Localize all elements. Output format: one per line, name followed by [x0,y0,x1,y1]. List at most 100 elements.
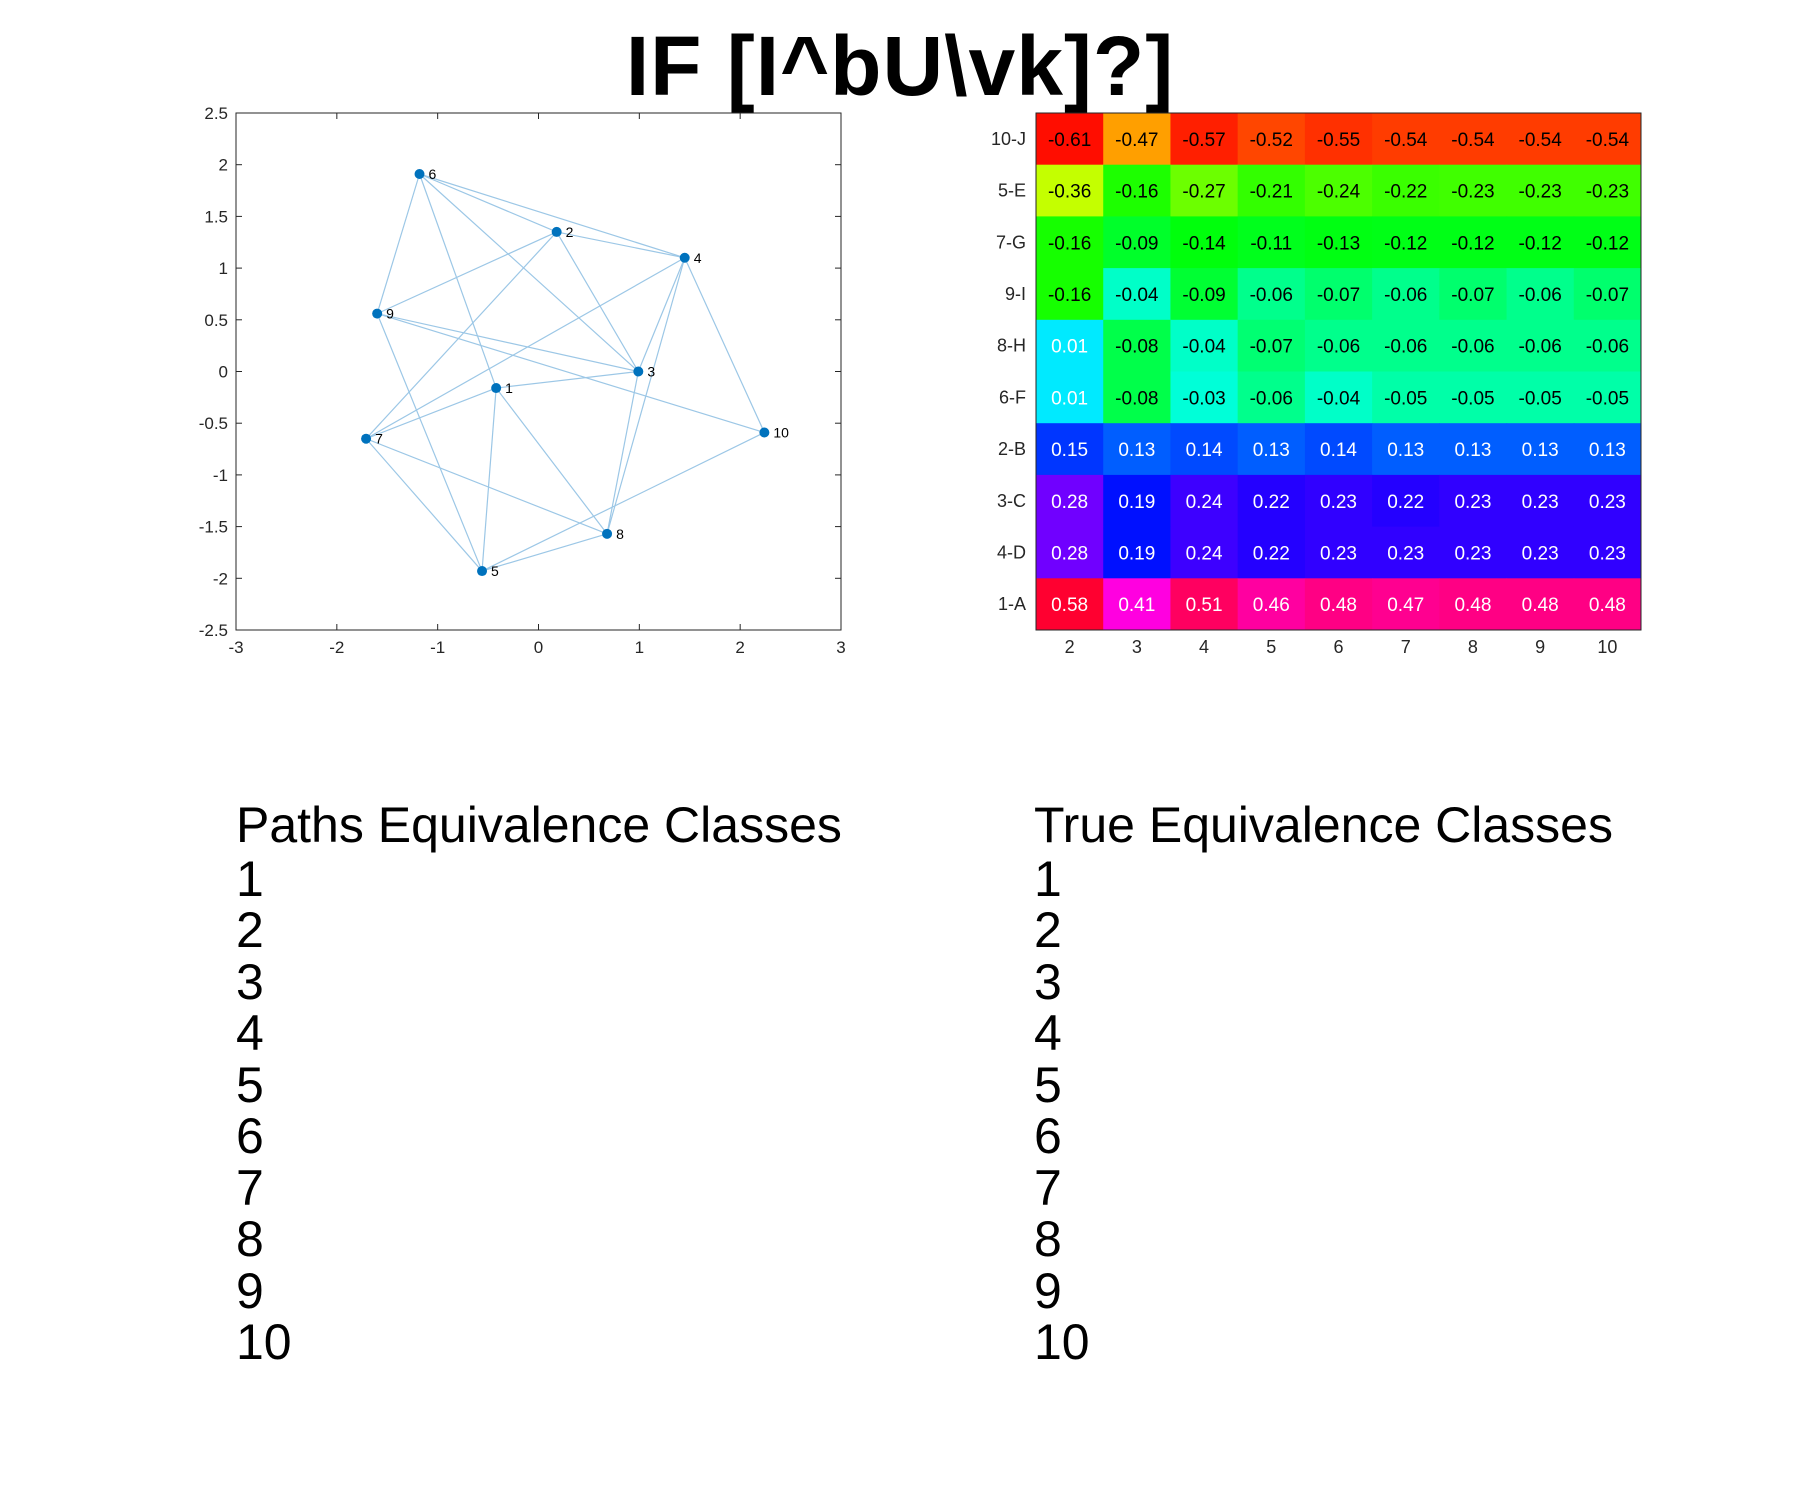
list-item: 6 [1034,1108,1062,1164]
heatmap-value-label: -0.07 [1586,285,1629,306]
heatmap-cell [1103,423,1171,476]
heatmap-cell [1036,474,1104,528]
y-tick-label: 0 [219,363,228,382]
heatmap-cell [1170,164,1239,217]
page-title: IF [I^bU\vk]?] [625,19,1175,113]
heatmap-value-label: -0.06 [1451,337,1494,358]
heatmap-value-label: 0.15 [1051,440,1088,461]
heatmap-cell [1036,164,1104,217]
heatmap-cell [1170,423,1239,476]
graph-node-label: 2 [566,224,574,240]
list-item: 6 [236,1108,264,1164]
graph-edge [684,257,765,433]
graph-edge [365,387,497,440]
graph-node [491,383,502,394]
heatmap-cell [1439,216,1508,269]
heatmap-cell [1439,423,1508,476]
x-tick-label: 2 [735,638,744,657]
heatmap-row-label: 1-A [998,594,1026,614]
heatmap-col-label: 10 [1597,637,1617,657]
heatmap-value-label: 0.46 [1253,595,1290,616]
paths-heading: Paths Equivalence Classes [236,797,842,853]
heatmap-cell [1372,423,1440,476]
x-tick-label: 0 [534,638,543,657]
heatmap-row-label: 2-B [998,439,1026,459]
x-tick-label: 3 [836,638,845,657]
heatmap-value-label: -0.06 [1519,337,1562,358]
graph-edge [365,257,686,440]
heatmap-cell [1103,526,1171,579]
heatmap-col-label: 6 [1333,637,1343,657]
heatmap-row-label: 4-D [997,542,1026,562]
heatmap-value-label: -0.54 [1519,130,1563,151]
graph-node-label: 10 [773,425,789,441]
heatmap-cell [1170,113,1239,166]
heatmap-value-label: -0.12 [1384,233,1427,254]
heatmap-value-label: 0.22 [1253,543,1290,564]
graph-edge [419,173,557,233]
heatmap-value-label: 0.13 [1253,440,1290,461]
heatmap-row-label: 8-H [997,336,1026,356]
heatmap-value-label: -0.14 [1182,233,1226,254]
heatmap-value-label: -0.03 [1182,388,1225,409]
heatmap-value-label: -0.06 [1586,337,1629,358]
heatmap-value-label: -0.06 [1519,285,1562,306]
heatmap-value-label: -0.55 [1317,130,1360,151]
heatmap-cell [1439,526,1508,579]
graph-node [372,308,383,319]
heatmap-cell [1372,216,1440,269]
heatmap-value-label: 0.22 [1387,492,1424,513]
heatmap-cell [1506,526,1575,579]
graph-node-label: 7 [375,431,383,447]
heatmap-value-label: -0.07 [1250,337,1293,358]
heatmap-cell [1036,319,1104,372]
graph-node [759,427,770,438]
heatmap-cell [1237,423,1306,476]
list-item: 9 [236,1262,264,1319]
heatmap-cell [1439,319,1508,372]
heatmap-cell [1103,474,1171,528]
heatmap-value-label: -0.06 [1384,337,1427,358]
graph-edge [419,173,685,259]
heatmap-cell [1573,474,1642,528]
heatmap-cell [1304,371,1373,424]
y-tick-label: -1.5 [199,518,228,537]
list-item: 9 [1034,1262,1062,1319]
graph-edge [365,438,483,572]
heatmap-cell [1036,371,1104,424]
heatmap-cell [1036,526,1104,579]
heatmap-cell [1573,423,1642,476]
y-tick-label: 2 [219,156,228,175]
y-tick-label: 2.5 [204,104,228,123]
graph-edge [418,173,497,389]
heatmap-value-label: 0.47 [1387,595,1424,616]
list-item: 10 [236,1314,292,1370]
y-tick-label: -1 [213,466,228,485]
heatmap-cell [1573,371,1642,424]
list-item: 7 [236,1159,264,1216]
heatmap-value-label: -0.36 [1048,182,1091,203]
heatmap-cell [1304,423,1373,476]
heatmap-cell [1237,319,1306,372]
heatmap-value-label: -0.04 [1317,388,1361,409]
heatmap-col-label: 9 [1535,637,1545,657]
heatmap-value-label: -0.08 [1115,337,1158,358]
heatmap-value-label: -0.06 [1250,388,1293,409]
y-tick-label: 1 [219,259,228,278]
graph-node-label: 3 [647,364,655,380]
heatmap-cell [1372,268,1440,321]
heatmap-cell [1237,164,1306,217]
heatmap-cell [1170,474,1239,528]
heatmap-value-label: 0.22 [1253,492,1290,513]
heatmap-cell [1103,371,1171,424]
graph-edge [556,231,685,259]
heatmap-value-label: 0.14 [1320,440,1357,461]
heatmap-cell [1439,113,1508,166]
y-tick-label: 1.5 [204,207,228,226]
list-item: 10 [1034,1314,1090,1370]
heatmap-cell [1372,164,1440,217]
graph-node-label: 4 [694,250,702,266]
heatmap-cell [1304,216,1373,269]
heatmap-cell [1506,474,1575,528]
heatmap-value-label: -0.07 [1451,285,1494,306]
